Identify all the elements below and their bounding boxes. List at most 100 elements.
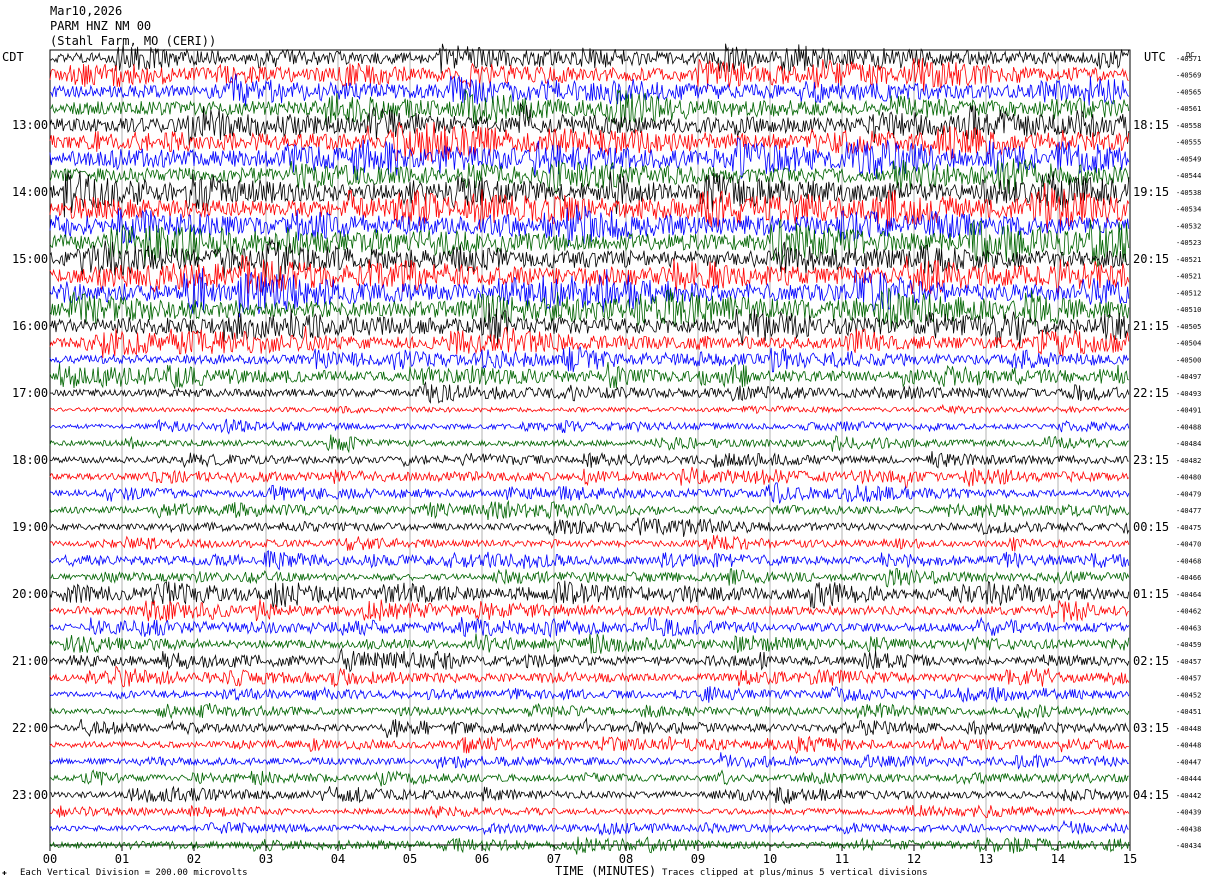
x-tick-label: 05: [403, 852, 417, 866]
trace-line-25: [49, 466, 1130, 488]
trace-line-26: [49, 482, 1130, 504]
dc-offset-label: -40504: [1176, 340, 1201, 348]
trace-line-22: [49, 418, 1130, 435]
right-hour-label: 20:15: [1133, 252, 1169, 266]
right-hour-label: 21:15: [1133, 319, 1169, 333]
dc-offset-label: -40438: [1176, 825, 1201, 833]
dc-offset-label: -40447: [1176, 758, 1201, 766]
dc-offset-label: -40448: [1176, 742, 1201, 750]
dc-offset-label: -40448: [1176, 725, 1201, 733]
station-location: (Stahl Farm, MO (CERI)): [50, 34, 217, 48]
dc-offset-label: -40457: [1176, 675, 1201, 683]
trace-line-24: [49, 451, 1129, 469]
dc-offset-label: -40462: [1176, 608, 1201, 616]
axis-labels: -40571 -40569 -40565 -40561 -40558 -40555 -405…: [12, 51, 1201, 866]
x-tick-label: 01: [115, 852, 129, 866]
right-hour-label: 01:15: [1133, 587, 1169, 601]
dc-offset-label: -40488: [1176, 423, 1201, 431]
dc-offset-label: -40549: [1176, 155, 1201, 163]
trace-line-15: [49, 287, 1130, 330]
dc-offset-label: -40463: [1176, 624, 1201, 632]
dc-offset-label: -40493: [1176, 390, 1201, 398]
trace-line-28: [49, 517, 1130, 537]
trace-line-33: [49, 599, 1129, 623]
trace-line-43: [49, 769, 1129, 787]
trace-line-27: [49, 499, 1130, 520]
trace-line-39: [49, 702, 1130, 720]
dc-offset-label: -40523: [1176, 239, 1201, 247]
dc-offset-label: -40512: [1176, 289, 1201, 297]
trace-line-11: [49, 218, 1130, 268]
trace-line-13: [49, 254, 1130, 295]
trace-line-10: [49, 204, 1130, 247]
dc-offset-label: -40466: [1176, 574, 1201, 582]
dc-offset-label: -40468: [1176, 557, 1201, 565]
left-hour-label: 16:00: [12, 319, 48, 333]
left-hour-label: 19:00: [12, 520, 48, 534]
dc-offset-label: -40475: [1176, 524, 1201, 532]
dc-offset-label: -40439: [1176, 809, 1201, 817]
dc-offset-label: -40497: [1176, 373, 1201, 381]
trace-line-37: [49, 665, 1130, 688]
x-tick-label: 12: [907, 852, 921, 866]
trace-line-21: [49, 403, 1130, 415]
trace-line-8: [49, 170, 1130, 218]
seismic-traces: [49, 43, 1130, 855]
dc-offset-label: -40442: [1176, 792, 1201, 800]
dc-offset-label: -40534: [1176, 206, 1201, 214]
x-tick-label: 09: [691, 852, 705, 866]
dc-offset-label: -40571: [1176, 55, 1201, 63]
trace-line-17: [49, 325, 1130, 359]
left-hour-label: 13:00: [12, 118, 48, 132]
x-tick-label: 07: [547, 852, 561, 866]
right-hour-label: 22:15: [1133, 386, 1169, 400]
left-hour-label: 22:00: [12, 721, 48, 735]
right-hour-label: 18:15: [1133, 118, 1169, 132]
left-hour-label: 21:00: [12, 654, 48, 668]
trace-line-36: [49, 647, 1130, 673]
dc-offset-label: -40555: [1176, 139, 1201, 147]
trace-line-29: [49, 534, 1130, 552]
dc-offset-label: -40434: [1176, 842, 1201, 850]
dc-offset-label: -40569: [1176, 72, 1201, 80]
trace-line-40: [49, 717, 1130, 738]
x-tick-label: 03: [259, 852, 273, 866]
left-hour-label: 15:00: [12, 252, 48, 266]
x-tick-label: 00: [43, 852, 57, 866]
right-hour-label: 02:15: [1133, 654, 1169, 668]
plot-date: Mar10,2026: [50, 4, 123, 18]
dc-header-label: DC: [1186, 51, 1194, 59]
clip-note: Traces clipped at plus/minus 5 vertical …: [662, 868, 928, 878]
dc-offset-label: -40558: [1176, 122, 1201, 130]
x-tick-label: 11: [835, 852, 849, 866]
x-tick-label: 02: [187, 852, 201, 866]
dc-offset-label: -40452: [1176, 691, 1201, 699]
dc-offset-label: -40482: [1176, 457, 1201, 465]
trace-line-30: [49, 550, 1130, 571]
left-hour-label: 20:00: [12, 587, 48, 601]
right-hour-label: 04:15: [1133, 788, 1169, 802]
right-hour-label: 23:15: [1133, 453, 1169, 467]
dc-offset-label: -40479: [1176, 490, 1201, 498]
trace-line-9: [49, 183, 1130, 234]
dc-offset-label: -40477: [1176, 507, 1201, 515]
trace-line-19: [49, 361, 1129, 389]
x-axis-title: TIME (MINUTES): [555, 864, 657, 878]
station-code: PARM HNZ NM 00: [50, 19, 152, 33]
dc-offset-label: -40491: [1176, 407, 1201, 415]
x-tick-label: 15: [1123, 852, 1137, 866]
right-hour-label: 19:15: [1133, 185, 1169, 199]
left-hour-label: 18:00: [12, 453, 48, 467]
trace-line-7: [49, 158, 1130, 195]
dc-offset-label: -40538: [1176, 189, 1201, 197]
dc-offset-label: -40459: [1176, 641, 1201, 649]
dc-offset-label: -40561: [1176, 105, 1201, 113]
x-tick-label: 10: [763, 852, 777, 866]
dc-offset-label: -40521: [1176, 273, 1201, 281]
right-hour-label: 00:15: [1133, 520, 1169, 534]
dc-offset-label: -40532: [1176, 222, 1201, 230]
x-tick-label: 06: [475, 852, 489, 866]
right-hour-label: 03:15: [1133, 721, 1169, 735]
trace-line-3: [49, 88, 1130, 128]
